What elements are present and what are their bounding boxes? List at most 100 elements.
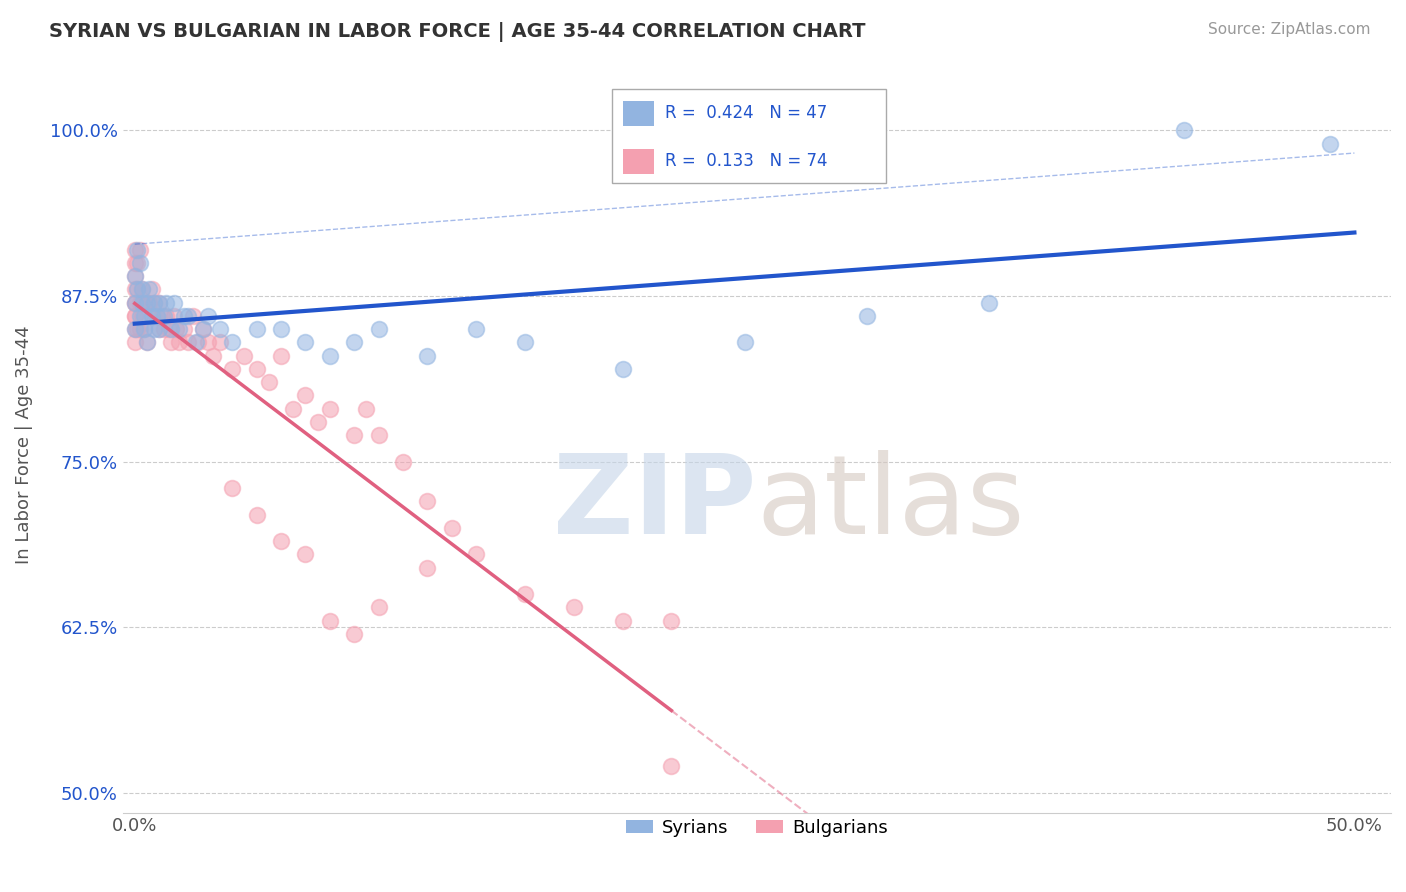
Point — [124, 335, 146, 350]
Point — [1173, 123, 1195, 137]
Point — [128, 295, 150, 310]
Point — [127, 256, 149, 270]
Point — [367, 322, 389, 336]
Point — [145, 309, 167, 323]
Point — [270, 534, 292, 549]
Point — [138, 282, 160, 296]
Point — [465, 547, 488, 561]
Point — [440, 521, 463, 535]
Point — [143, 322, 166, 336]
Point — [294, 547, 316, 561]
Point — [141, 282, 163, 296]
Point — [150, 309, 173, 323]
Point — [124, 295, 146, 310]
Point — [124, 295, 146, 310]
Point — [221, 335, 243, 350]
Point — [155, 309, 177, 323]
Point — [134, 309, 156, 323]
Point — [134, 322, 156, 336]
Point — [160, 335, 183, 350]
Point — [163, 309, 186, 323]
Point — [148, 322, 170, 336]
Point — [233, 349, 256, 363]
Point — [128, 243, 150, 257]
Point — [143, 295, 166, 310]
Point — [270, 349, 292, 363]
Point — [167, 335, 190, 350]
Point — [173, 322, 195, 336]
Point — [465, 322, 488, 336]
Point — [145, 309, 167, 323]
Point — [977, 295, 1000, 310]
Point — [131, 282, 153, 296]
Point — [319, 614, 342, 628]
Point — [124, 282, 146, 296]
Point — [416, 560, 439, 574]
Point — [661, 614, 683, 628]
Point — [134, 295, 156, 310]
Point — [124, 322, 146, 336]
Point — [165, 322, 187, 336]
Point — [294, 388, 316, 402]
Point — [294, 335, 316, 350]
Point — [131, 309, 153, 323]
Point — [209, 322, 232, 336]
Point — [163, 295, 186, 310]
Point — [392, 454, 415, 468]
Point — [131, 295, 153, 310]
Point — [270, 322, 292, 336]
Point — [124, 322, 146, 336]
Point — [356, 401, 378, 416]
Text: Source: ZipAtlas.com: Source: ZipAtlas.com — [1208, 22, 1371, 37]
Point — [343, 626, 366, 640]
Point — [343, 428, 366, 442]
Point — [221, 362, 243, 376]
Point — [153, 322, 176, 336]
Point — [127, 282, 149, 296]
Point — [416, 494, 439, 508]
Point — [160, 322, 183, 336]
Point — [191, 322, 214, 336]
Point — [141, 309, 163, 323]
Y-axis label: In Labor Force | Age 35-44: In Labor Force | Age 35-44 — [15, 326, 32, 565]
Point — [257, 375, 280, 389]
Point — [246, 362, 269, 376]
Point — [124, 309, 146, 323]
Point — [173, 309, 195, 323]
Point — [319, 401, 342, 416]
Point — [177, 335, 200, 350]
Point — [283, 401, 305, 416]
Point — [135, 295, 157, 310]
Point — [135, 335, 157, 350]
Point — [155, 295, 177, 310]
Point — [143, 295, 166, 310]
Point — [128, 256, 150, 270]
Point — [209, 335, 232, 350]
Point — [416, 349, 439, 363]
Point — [221, 481, 243, 495]
Point — [187, 335, 209, 350]
Point — [1319, 136, 1341, 151]
Point — [141, 309, 163, 323]
Point — [128, 309, 150, 323]
Legend: Syrians, Bulgarians: Syrians, Bulgarians — [619, 812, 894, 844]
Point — [612, 362, 634, 376]
Point — [131, 282, 153, 296]
Point — [177, 309, 200, 323]
Point — [181, 309, 204, 323]
Point — [127, 322, 149, 336]
Point — [513, 587, 536, 601]
Point — [319, 349, 342, 363]
Point — [201, 349, 224, 363]
Point — [191, 322, 214, 336]
Point — [138, 295, 160, 310]
Point — [124, 269, 146, 284]
Point — [157, 322, 180, 336]
Point — [661, 759, 683, 773]
Point — [612, 614, 634, 628]
Point — [855, 309, 877, 323]
Point — [135, 335, 157, 350]
Point — [734, 335, 756, 350]
Text: SYRIAN VS BULGARIAN IN LABOR FORCE | AGE 35-44 CORRELATION CHART: SYRIAN VS BULGARIAN IN LABOR FORCE | AGE… — [49, 22, 866, 42]
Point — [307, 415, 329, 429]
